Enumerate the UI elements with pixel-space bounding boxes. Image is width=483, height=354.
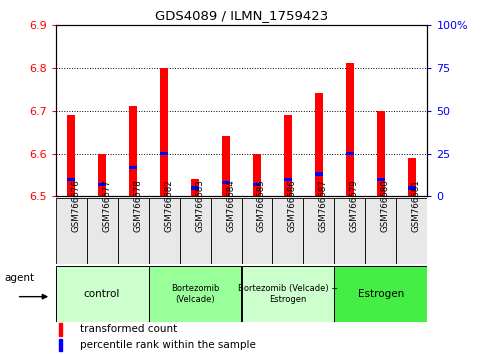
Title: GDS4089 / ILMN_1759423: GDS4089 / ILMN_1759423 <box>155 9 328 22</box>
Text: GSM766676: GSM766676 <box>71 180 80 233</box>
Bar <box>86 198 117 264</box>
Text: GSM766684: GSM766684 <box>226 180 235 233</box>
Bar <box>366 198 397 264</box>
Bar <box>67 115 75 196</box>
Text: GSM766685: GSM766685 <box>257 180 266 233</box>
Bar <box>346 63 354 196</box>
Bar <box>59 324 62 336</box>
Bar <box>315 93 323 196</box>
Text: agent: agent <box>4 273 35 283</box>
Bar <box>284 178 292 181</box>
Text: GSM766680: GSM766680 <box>381 180 390 233</box>
Text: percentile rank within the sample: percentile rank within the sample <box>80 341 256 350</box>
Bar <box>222 181 230 184</box>
Bar <box>160 68 168 196</box>
Bar <box>180 198 211 264</box>
Text: Bortezomib (Velcade) +
Estrogen: Bortezomib (Velcade) + Estrogen <box>238 284 338 303</box>
Bar <box>397 198 427 264</box>
Bar <box>67 178 75 181</box>
Text: control: control <box>84 289 120 299</box>
Bar <box>149 198 180 264</box>
Bar <box>222 136 230 196</box>
Bar <box>56 198 86 264</box>
Text: GSM766683: GSM766683 <box>195 180 204 233</box>
Bar <box>253 183 261 186</box>
Bar <box>160 152 168 155</box>
Text: GSM766681: GSM766681 <box>412 180 421 233</box>
Bar <box>284 115 292 196</box>
Bar <box>315 172 323 176</box>
Bar <box>408 186 416 190</box>
Bar <box>272 198 303 264</box>
Bar <box>129 106 137 196</box>
Bar <box>377 178 385 181</box>
Text: GSM766677: GSM766677 <box>102 180 111 233</box>
Bar <box>98 154 106 196</box>
Bar <box>346 152 354 155</box>
Text: transformed count: transformed count <box>80 325 177 335</box>
Text: Bortezomib
(Velcade): Bortezomib (Velcade) <box>171 284 219 303</box>
Bar <box>59 339 62 352</box>
Bar <box>98 183 106 186</box>
Text: Estrogen: Estrogen <box>358 289 404 299</box>
Bar <box>191 186 199 190</box>
Bar <box>56 266 149 322</box>
Bar <box>242 266 334 322</box>
Text: GSM766682: GSM766682 <box>164 180 173 233</box>
Bar <box>408 158 416 196</box>
Bar <box>377 110 385 196</box>
Bar <box>334 198 366 264</box>
Bar <box>149 266 242 322</box>
Bar <box>303 198 334 264</box>
Bar <box>253 154 261 196</box>
Bar <box>211 198 242 264</box>
Bar <box>129 166 137 169</box>
Text: GSM766679: GSM766679 <box>350 180 359 233</box>
Text: GSM766687: GSM766687 <box>319 180 328 233</box>
Text: GSM766678: GSM766678 <box>133 180 142 233</box>
Bar <box>242 198 272 264</box>
Text: GSM766686: GSM766686 <box>288 180 297 233</box>
Bar <box>117 198 149 264</box>
Bar <box>334 266 427 322</box>
Bar <box>191 179 199 196</box>
